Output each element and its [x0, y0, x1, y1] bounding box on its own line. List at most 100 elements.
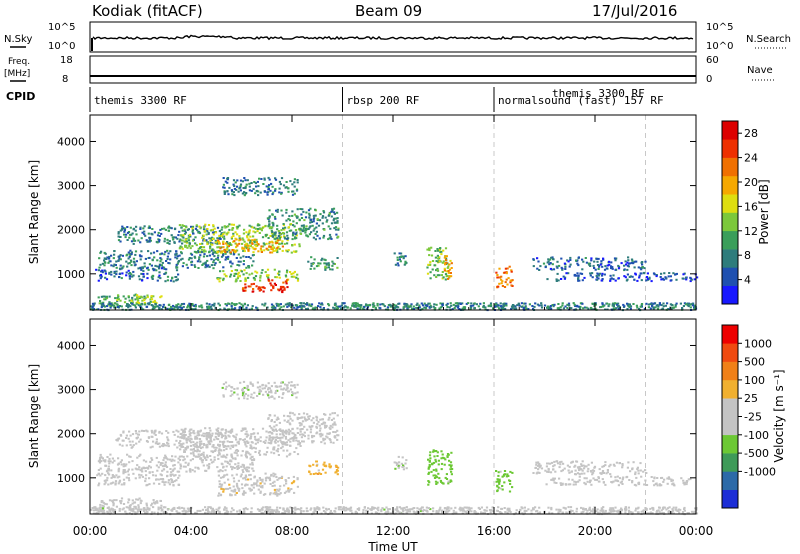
heatmap-cell [468, 507, 471, 510]
heatmap-cell [501, 285, 504, 287]
heatmap-cell [324, 216, 327, 219]
heatmap-cell [272, 472, 275, 475]
heatmap-cell [263, 287, 266, 290]
heatmap-cell [345, 509, 348, 512]
heatmap-cell [666, 507, 669, 510]
heatmap-cell [247, 478, 250, 481]
heatmap-cell [670, 303, 673, 306]
heatmap-cell [291, 214, 294, 217]
heatmap-cell [330, 215, 333, 218]
heatmap-cell [566, 464, 569, 467]
heatmap-cell [323, 465, 326, 467]
heatmap-cell [577, 256, 580, 259]
heatmap-cell [392, 303, 395, 306]
heatmap-cell [276, 208, 279, 211]
heatmap-cell [143, 230, 146, 233]
heatmap-cell [240, 483, 244, 486]
heatmap-cell [492, 510, 495, 513]
heatmap-cell [277, 418, 280, 420]
heatmap-cell [119, 461, 122, 464]
heatmap-cell [387, 511, 390, 514]
heatmap-cell [565, 272, 568, 275]
heatmap-cell [268, 241, 271, 244]
heatmap-cell [264, 390, 267, 393]
heatmap-cell [550, 307, 553, 310]
heatmap-cell [138, 254, 142, 257]
heatmap-cell [478, 308, 482, 311]
heatmap-cell [267, 417, 270, 420]
heatmap-cell [169, 473, 172, 476]
heatmap-cell [229, 431, 232, 434]
heatmap-cell [587, 307, 590, 310]
cpid-segment-label: rbsp 200 RF [347, 94, 420, 107]
heatmap-cell [169, 258, 172, 261]
heatmap-cell [198, 445, 201, 448]
heatmap-cell [296, 181, 299, 184]
heatmap-cell [115, 505, 118, 508]
heatmap-cell [411, 307, 414, 310]
heatmap-cell [304, 229, 308, 232]
heatmap-cell [182, 465, 185, 468]
heatmap-cell [359, 307, 362, 310]
heatmap-cell [251, 242, 254, 245]
heatmap-cell [127, 473, 130, 476]
heatmap-cell [265, 234, 268, 237]
heatmap-cell [213, 227, 216, 230]
heatmap-cell [144, 477, 147, 480]
heatmap-cell [500, 275, 503, 278]
heatmap-cell [139, 258, 142, 261]
heatmap-cell [169, 226, 172, 229]
heatmap-cell [308, 464, 311, 467]
heatmap-cell [182, 455, 185, 458]
heatmap-cell [636, 466, 639, 469]
heatmap-cell [283, 236, 286, 239]
heatmap-cell [274, 231, 277, 234]
heatmap-cell [243, 467, 246, 470]
heatmap-cell [509, 482, 512, 485]
heatmap-cell [507, 475, 510, 477]
heatmap-cell [658, 506, 661, 509]
heatmap-cell [252, 483, 256, 486]
heatmap-cell [313, 267, 316, 270]
heatmap-cell [139, 228, 142, 230]
heatmap-cell [695, 512, 699, 515]
heatmap-cell [216, 251, 219, 254]
heatmap-cell [221, 226, 224, 229]
heatmap-cell [153, 432, 156, 435]
heatmap-cell [156, 469, 159, 472]
heatmap-cell [141, 475, 144, 478]
heatmap-cell [336, 469, 339, 472]
heatmap-cell [398, 258, 401, 261]
heatmap-cell [551, 256, 554, 259]
heatmap-cell [244, 454, 247, 456]
heatmap-cell [273, 414, 276, 417]
heatmap-cell [285, 480, 288, 483]
heatmap-cell [606, 469, 609, 471]
heatmap-cell [110, 469, 113, 472]
heatmap-cell [327, 225, 330, 228]
heatmap-cell [499, 487, 502, 490]
heatmap-cell [562, 307, 565, 310]
heatmap-cell [137, 304, 140, 307]
heatmap-cell [212, 444, 215, 446]
heatmap-cell [309, 218, 313, 221]
heatmap-cell [552, 465, 555, 468]
heatmap-cell [226, 178, 229, 181]
heatmap-cell [273, 215, 277, 218]
heatmap-cell [538, 472, 541, 474]
heatmap-cell [194, 305, 197, 308]
heatmap-cell [188, 302, 191, 305]
heatmap-cell [327, 264, 331, 266]
heatmap-cell [556, 462, 560, 465]
heatmap-cell [304, 419, 307, 422]
heatmap-cell [398, 461, 401, 464]
heatmap-cell [334, 302, 337, 305]
heatmap-cell [249, 463, 252, 466]
heatmap-cell [497, 304, 500, 307]
heatmap-cell [172, 484, 175, 487]
heatmap-cell [449, 461, 453, 464]
heatmap-cell [107, 465, 110, 468]
heatmap-cell [193, 255, 196, 258]
heatmap-cell [241, 487, 244, 490]
heatmap-cell [145, 504, 148, 507]
